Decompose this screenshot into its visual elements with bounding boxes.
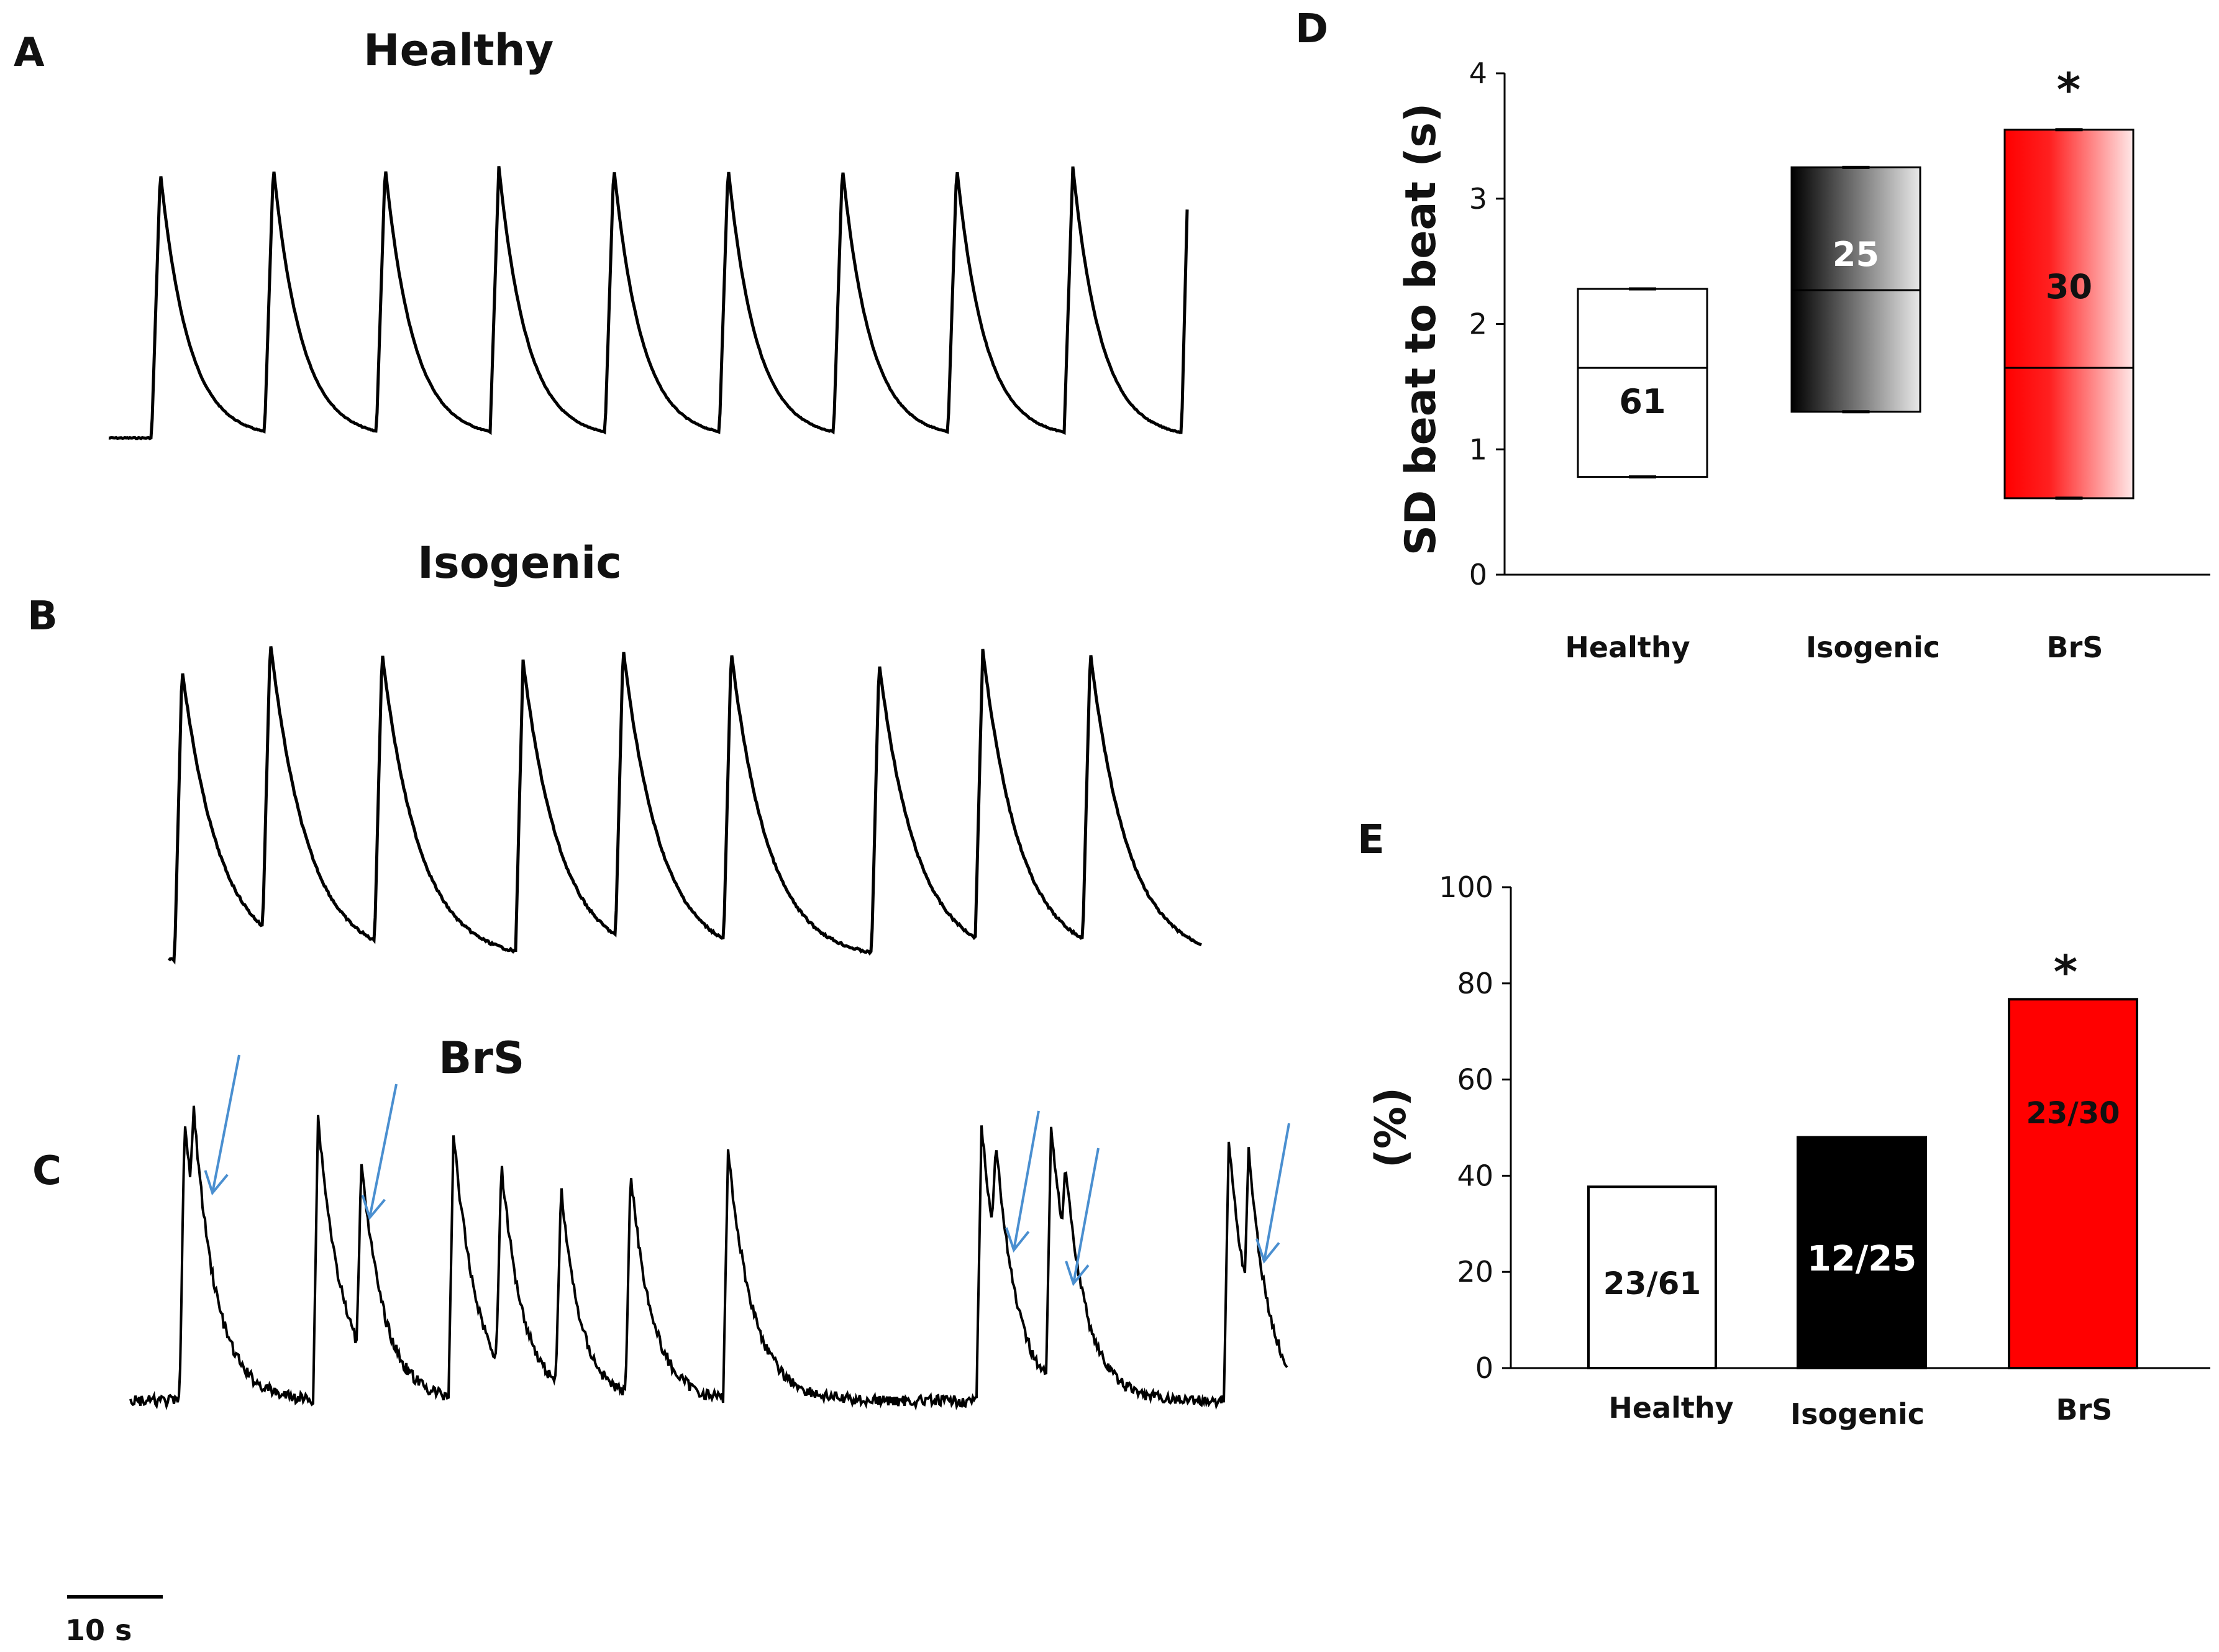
- ead-arrow: [1005, 1110, 1040, 1253]
- ead-arrow: [361, 1084, 398, 1221]
- e-y-axis-label: (%): [1367, 1087, 1416, 1168]
- e-bar-label: 23/61: [1603, 1266, 1701, 1302]
- e-bar-label: 12/25: [1807, 1239, 1916, 1279]
- brs-trace: [129, 1105, 1288, 1411]
- e-bar: [2008, 998, 2138, 1370]
- panel-a-title: Healthy: [363, 25, 554, 76]
- e-y-tick-label: 80: [1457, 967, 1493, 1000]
- d-y-tick-label: 3: [1469, 182, 1487, 216]
- e-bar: [1587, 1185, 1717, 1370]
- e-y-tick-label: 20: [1457, 1255, 1493, 1289]
- e-category-label: Healthy: [1608, 1391, 1733, 1425]
- ead-arrow: [1255, 1123, 1290, 1264]
- d-y-tick-label: 2: [1469, 308, 1487, 341]
- d-box-n-label: 25: [1833, 235, 1879, 274]
- d-y-tick-label: 4: [1469, 57, 1487, 90]
- ead-arrow: [1065, 1148, 1100, 1287]
- chart-e: 0 20 40 60 80 100 (%) 23/61 Healthy 12/25 Isogenic…: [1367, 870, 2210, 1431]
- d-box-n-label: 61: [1619, 382, 1665, 421]
- chart-d: 0 1 2 3 4 SD beat to beat (s) 61 Healthy 25 Isoge…: [1397, 57, 2210, 664]
- panel-e-letter: E: [1357, 817, 1385, 863]
- d-box: [1577, 288, 1708, 478]
- e-bar: [1797, 1136, 1927, 1369]
- d-category-label: Healthy: [1565, 631, 1690, 664]
- panel-c-title: BrS: [439, 1033, 525, 1084]
- d-category-label: BrS: [2047, 631, 2103, 664]
- traces-layer: [108, 166, 1290, 1411]
- d-y-tick-label: 1: [1469, 432, 1487, 466]
- e-y-tick-label: 100: [1439, 870, 1493, 904]
- e-y-tick-label: 0: [1475, 1351, 1493, 1385]
- healthy-trace: [108, 166, 1189, 440]
- scale-bar-label: 10 s: [65, 1613, 132, 1647]
- e-y-tick-label: 40: [1457, 1159, 1493, 1192]
- e-category-label: Isogenic: [1790, 1397, 1925, 1431]
- panel-d-letter: D: [1295, 6, 1329, 52]
- panel-c-letter: C: [32, 1148, 62, 1194]
- d-y-axis-label: SD beat to beat (s): [1397, 103, 1446, 555]
- d-category-label: Isogenic: [1806, 631, 1940, 664]
- d-box-n-label: 30: [2046, 267, 2092, 306]
- scale-bar: 10 s: [65, 1595, 163, 1647]
- e-significance-star: *: [2054, 946, 2078, 999]
- d-box: [2003, 129, 2135, 500]
- e-category-label: BrS: [2056, 1393, 2113, 1426]
- isogenic-trace: [168, 646, 1203, 965]
- d-significance-star: *: [2057, 63, 2081, 117]
- panel-a-letter: A: [14, 30, 45, 76]
- panel-b-letter: B: [27, 593, 58, 639]
- ead-arrow: [204, 1054, 240, 1196]
- d-y-tick-label: 0: [1469, 558, 1487, 591]
- panel-b-title: Isogenic: [417, 537, 622, 588]
- e-bar-label: 23/30: [2026, 1096, 2120, 1131]
- e-y-tick-label: 60: [1457, 1063, 1493, 1097]
